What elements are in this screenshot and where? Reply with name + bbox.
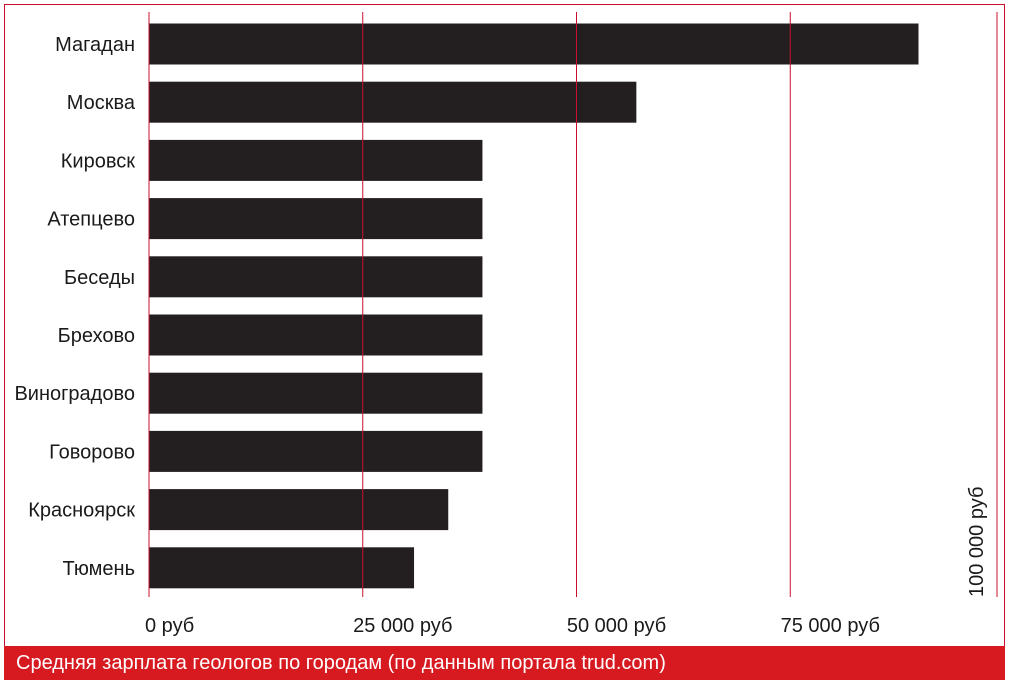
category-label: Виноградово xyxy=(14,383,135,405)
category-label: Магадан xyxy=(55,34,135,56)
bar xyxy=(149,23,919,65)
bar xyxy=(149,256,483,298)
bar xyxy=(149,430,483,472)
tick-label: 25 000 руб xyxy=(353,615,452,637)
tick-label: 100 000 руб xyxy=(966,487,988,597)
category-label: Тюмень xyxy=(63,558,135,580)
bar xyxy=(149,547,415,589)
tick-label: 0 руб xyxy=(145,615,194,637)
category-label: Атепцево xyxy=(47,209,135,231)
category-label: Москва xyxy=(67,92,136,114)
tick-label: 75 000 руб xyxy=(781,615,880,637)
bar xyxy=(149,314,483,356)
caption-bar: Средняя зарплата геологов по городам (по… xyxy=(4,646,1005,680)
bar xyxy=(149,372,483,414)
bar xyxy=(149,198,483,240)
tick-label: 50 000 руб xyxy=(567,615,666,637)
category-label: Беседы xyxy=(64,267,135,289)
category-label: Кировск xyxy=(61,150,135,172)
category-label: Говорово xyxy=(49,441,135,463)
category-label: Красноярск xyxy=(28,500,135,522)
bar xyxy=(149,81,637,123)
bar xyxy=(149,139,483,181)
bar-chart: Магадан Москва Кировск Атепцево Беседы Брехов… xyxy=(14,12,998,637)
category-label: Брехово xyxy=(58,325,135,347)
chart-caption: Средняя зарплата геологов по городам (по… xyxy=(16,651,666,674)
bar xyxy=(149,489,449,531)
